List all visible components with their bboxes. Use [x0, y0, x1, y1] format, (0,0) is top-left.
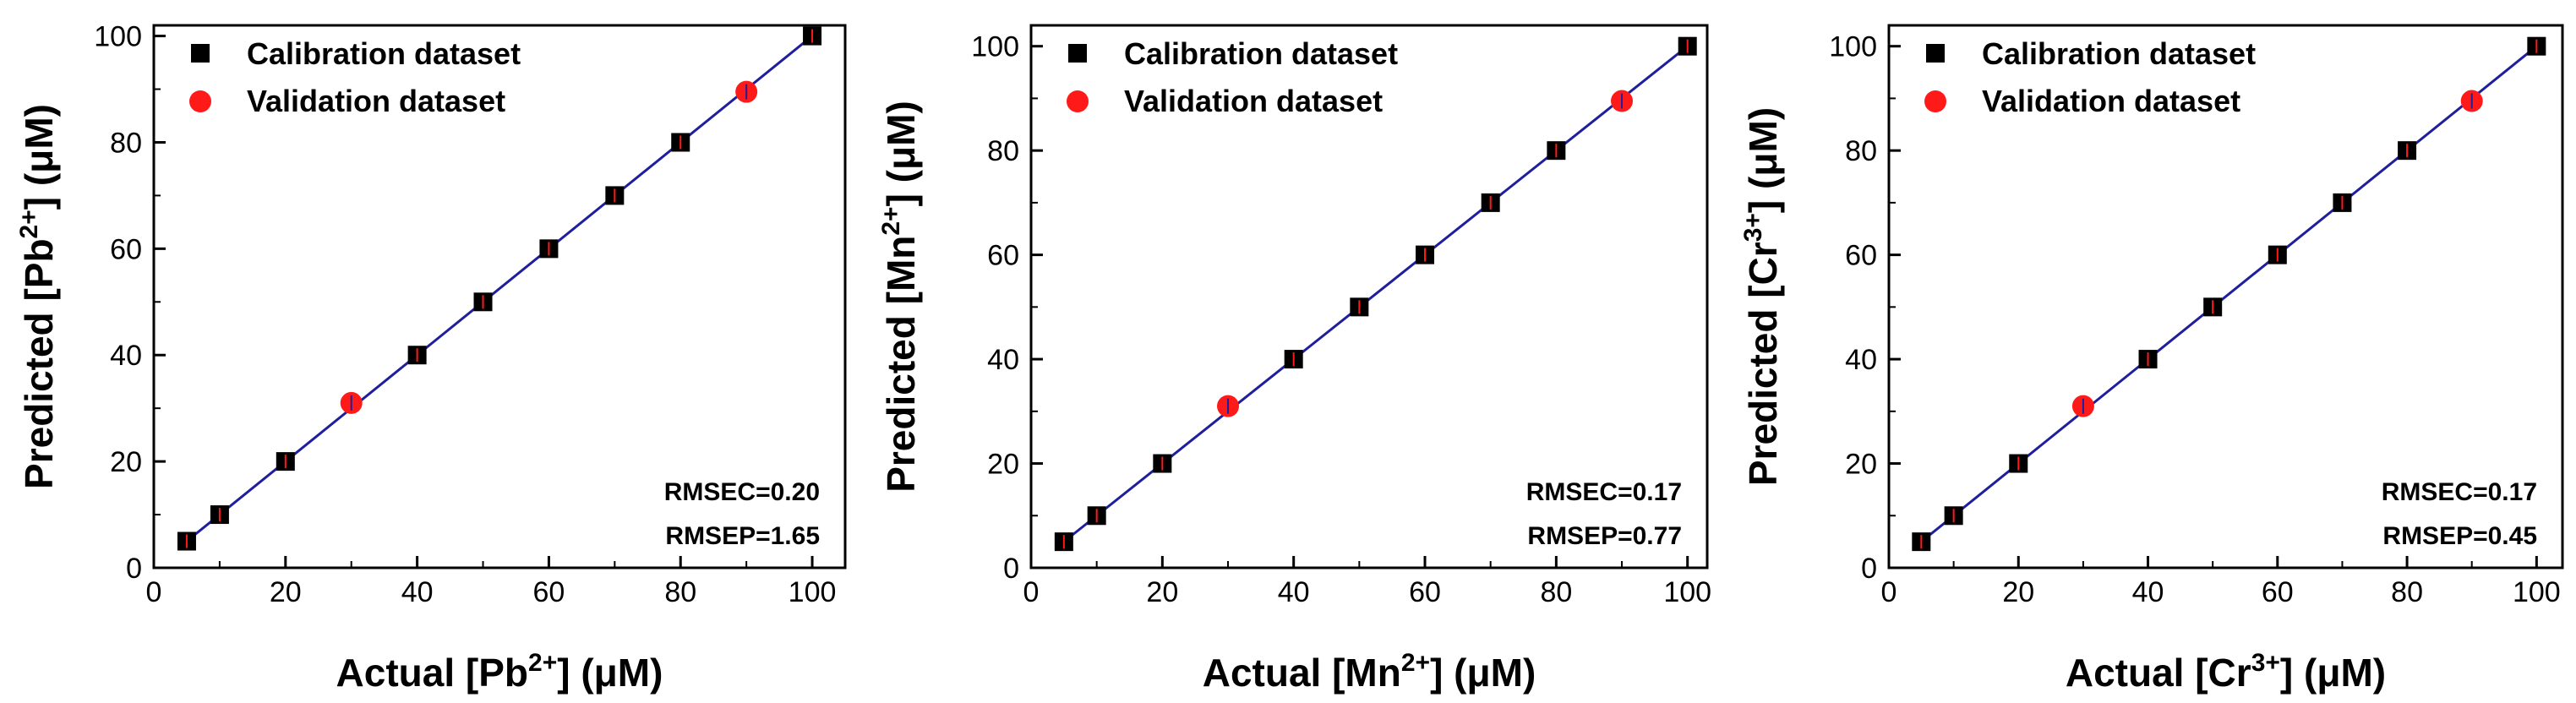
- y-tick-label: 60: [110, 233, 142, 265]
- y-tick-label: 0: [126, 553, 142, 585]
- x-tick-label: 80: [664, 576, 696, 608]
- legend-calibration-label: Calibration dataset: [247, 36, 521, 71]
- rmsep-label: RMSEP=0.45: [2382, 522, 2537, 550]
- legend-square-marker: [1068, 44, 1087, 63]
- y-tick-label: 100: [971, 31, 1019, 63]
- y-tick-label: 60: [1845, 240, 1877, 272]
- y-axis-title: Predicted [Pb2+] (μM): [15, 104, 61, 489]
- rmsec-label: RMSEC=0.20: [664, 478, 820, 506]
- chart-cr: 0 20 40 60 80 100 0 20 40 60 80 100 Actual [Cr3+] (μ…: [1739, 24, 2564, 695]
- y-tick-label: 80: [110, 127, 142, 159]
- x-tick-label: 20: [1146, 576, 1178, 608]
- y-tick-label: 20: [1845, 449, 1877, 481]
- x-tick-label: 40: [401, 576, 434, 608]
- rmsec-label: RMSEC=0.17: [2382, 478, 2537, 506]
- y-tick-label: 60: [987, 240, 1019, 272]
- x-tick-label: 60: [2262, 576, 2294, 608]
- legend-circle-marker: [1067, 90, 1089, 112]
- x-tick-label: 40: [2132, 576, 2164, 608]
- x-tick-label: 60: [1409, 576, 1441, 608]
- plot-frame: [1887, 24, 2564, 569]
- x-tick-label: 0: [1881, 576, 1897, 608]
- legend-validation-label: Validation dataset: [1124, 84, 1383, 118]
- chart-pb: 0 20 40 60 80 100 0 20 40 60 80 100 Actual [Pb2+] (μ…: [15, 21, 847, 695]
- y-tick-label: 20: [987, 449, 1019, 481]
- rmsec-label: RMSEC=0.17: [1526, 478, 1682, 506]
- y-tick-label: 0: [1861, 553, 1877, 585]
- plot-frame: [152, 24, 847, 569]
- x-axis-title: Actual [Mn2+] (μM): [1203, 649, 1536, 695]
- legend-calibration-label: Calibration dataset: [1982, 36, 2256, 71]
- x-tick-label: 80: [1540, 576, 1572, 608]
- y-tick-label: 40: [1845, 344, 1877, 376]
- x-axis-title: Actual [Pb2+] (μM): [336, 649, 663, 695]
- x-tick-label: 60: [533, 576, 565, 608]
- rmsep-label: RMSEP=0.77: [1527, 522, 1682, 550]
- y-tick-label: 40: [110, 340, 142, 372]
- legend-calibration-label: Calibration dataset: [1124, 36, 1398, 71]
- y-tick-label: 100: [1829, 31, 1877, 63]
- rmsep-label: RMSEP=1.65: [665, 522, 820, 550]
- y-tick-label: 40: [987, 344, 1019, 376]
- y-axis-title: Predicted [Cr3+] (μM): [1739, 107, 1785, 486]
- y-tick-label: 100: [94, 21, 142, 53]
- y-tick-label: 0: [1003, 553, 1019, 585]
- x-axis-title: Actual [Cr3+] (μM): [2066, 649, 2386, 695]
- legend-circle-marker: [189, 90, 211, 112]
- legend-validation-label: Validation dataset: [1982, 84, 2240, 118]
- legend-validation-label: Validation dataset: [247, 84, 505, 118]
- x-tick-label: 80: [2391, 576, 2423, 608]
- x-tick-label: 20: [270, 576, 302, 608]
- x-tick-label: 0: [1023, 576, 1040, 608]
- x-tick-label: 40: [1278, 576, 1310, 608]
- legend-square-marker: [191, 44, 210, 63]
- y-tick-label: 80: [1845, 135, 1877, 167]
- x-tick-label: 0: [146, 576, 162, 608]
- legend-square-marker: [1926, 44, 1945, 63]
- x-tick-label: 20: [2002, 576, 2034, 608]
- x-tick-label: 100: [2513, 576, 2561, 608]
- x-tick-label: 100: [1663, 576, 1711, 608]
- chart-mn: 0 20 40 60 80 100 0 20 40 60 80 100 Actual [Mn2+] (μ…: [877, 24, 1711, 695]
- y-axis-title: Predicted [Mn2+] (μM): [877, 101, 923, 493]
- plot-frame: [1029, 24, 1709, 569]
- x-tick-label: 100: [789, 576, 837, 608]
- legend-circle-marker: [1924, 90, 1946, 112]
- y-tick-label: 80: [987, 135, 1019, 167]
- y-tick-label: 20: [110, 446, 142, 478]
